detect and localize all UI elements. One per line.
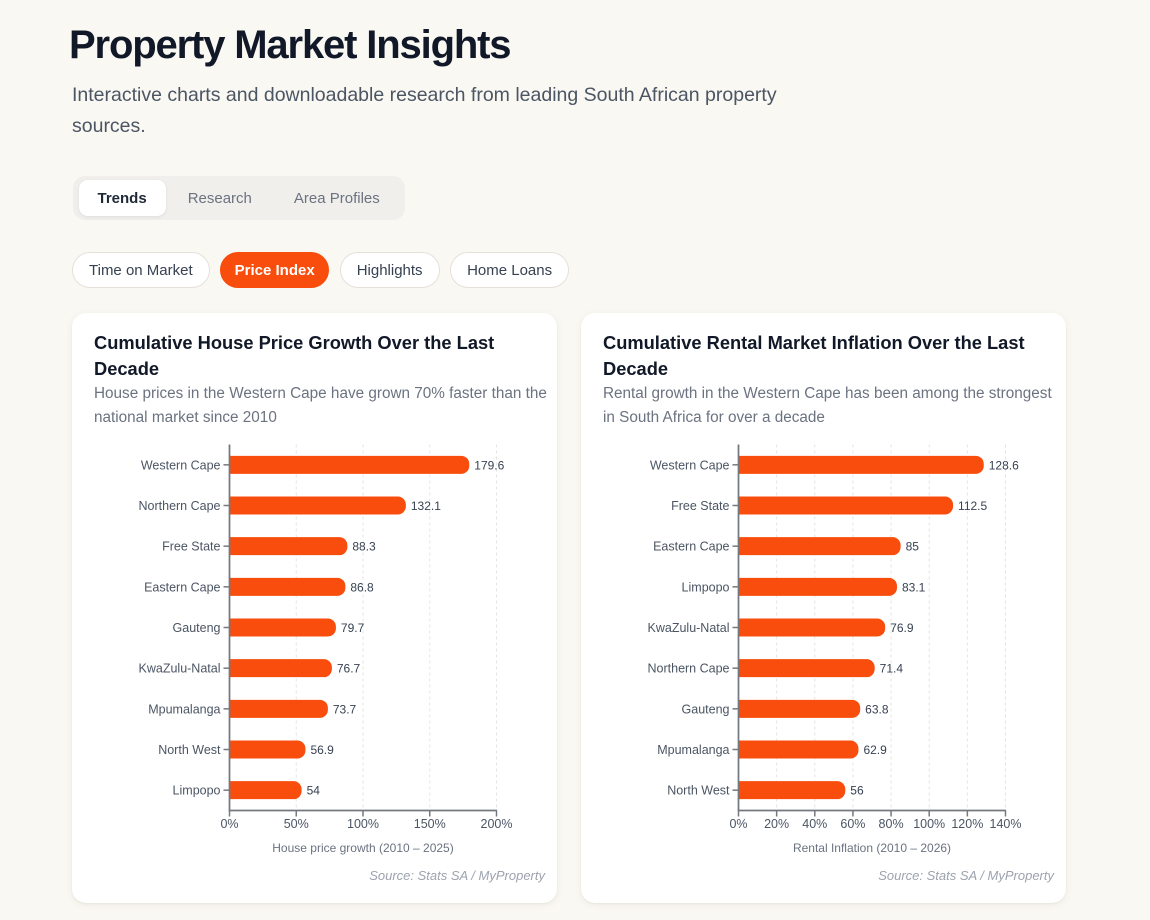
svg-text:73.7: 73.7 bbox=[333, 702, 357, 716]
svg-text:128.6: 128.6 bbox=[989, 458, 1019, 472]
svg-text:86.8: 86.8 bbox=[350, 580, 374, 594]
svg-text:56.9: 56.9 bbox=[310, 743, 334, 757]
svg-text:Limpopo: Limpopo bbox=[173, 784, 221, 798]
svg-text:71.4: 71.4 bbox=[880, 662, 904, 676]
svg-text:54: 54 bbox=[307, 784, 321, 798]
svg-text:KwaZulu-Natal: KwaZulu-Natal bbox=[648, 621, 730, 635]
svg-text:Free State: Free State bbox=[162, 540, 220, 554]
svg-text:112.5: 112.5 bbox=[958, 499, 987, 513]
svg-text:20%: 20% bbox=[764, 817, 789, 831]
svg-text:Eastern Cape: Eastern Cape bbox=[653, 540, 729, 554]
svg-text:50%: 50% bbox=[284, 817, 309, 831]
svg-text:0%: 0% bbox=[729, 817, 747, 831]
svg-text:Mpumalanga: Mpumalanga bbox=[148, 702, 220, 716]
svg-text:140%: 140% bbox=[990, 817, 1022, 831]
svg-text:63.8: 63.8 bbox=[865, 702, 889, 716]
svg-text:Northern Cape: Northern Cape bbox=[139, 499, 221, 513]
svg-text:56: 56 bbox=[850, 784, 864, 798]
svg-text:76.7: 76.7 bbox=[337, 662, 361, 676]
svg-text:85: 85 bbox=[906, 540, 920, 554]
svg-text:Eastern Cape: Eastern Cape bbox=[144, 580, 220, 594]
svg-text:KwaZulu-Natal: KwaZulu-Natal bbox=[139, 662, 221, 676]
svg-text:60%: 60% bbox=[840, 817, 865, 831]
svg-text:Mpumalanga: Mpumalanga bbox=[657, 743, 729, 757]
svg-text:Free State: Free State bbox=[671, 499, 729, 513]
svg-text:100%: 100% bbox=[913, 817, 945, 831]
svg-text:Western Cape: Western Cape bbox=[141, 458, 221, 472]
svg-text:179.6: 179.6 bbox=[474, 458, 504, 472]
svg-text:83.1: 83.1 bbox=[902, 580, 926, 594]
svg-text:132.1: 132.1 bbox=[411, 499, 441, 513]
svg-text:79.7: 79.7 bbox=[341, 621, 365, 635]
svg-text:150%: 150% bbox=[414, 817, 446, 831]
svg-text:Gauteng: Gauteng bbox=[682, 702, 730, 716]
svg-text:Gauteng: Gauteng bbox=[173, 621, 221, 635]
svg-text:Northern Cape: Northern Cape bbox=[648, 662, 730, 676]
svg-text:North West: North West bbox=[667, 784, 730, 798]
svg-text:76.9: 76.9 bbox=[890, 621, 914, 635]
svg-text:40%: 40% bbox=[802, 817, 827, 831]
svg-text:62.9: 62.9 bbox=[863, 743, 887, 757]
svg-text:120%: 120% bbox=[951, 817, 983, 831]
svg-text:0%: 0% bbox=[220, 817, 238, 831]
svg-text:200%: 200% bbox=[481, 817, 513, 831]
svg-text:100%: 100% bbox=[347, 817, 379, 831]
svg-text:Western Cape: Western Cape bbox=[650, 458, 730, 472]
svg-text:88.3: 88.3 bbox=[352, 540, 376, 554]
svg-text:80%: 80% bbox=[879, 817, 904, 831]
svg-text:North West: North West bbox=[158, 743, 221, 757]
svg-text:Limpopo: Limpopo bbox=[682, 580, 730, 594]
